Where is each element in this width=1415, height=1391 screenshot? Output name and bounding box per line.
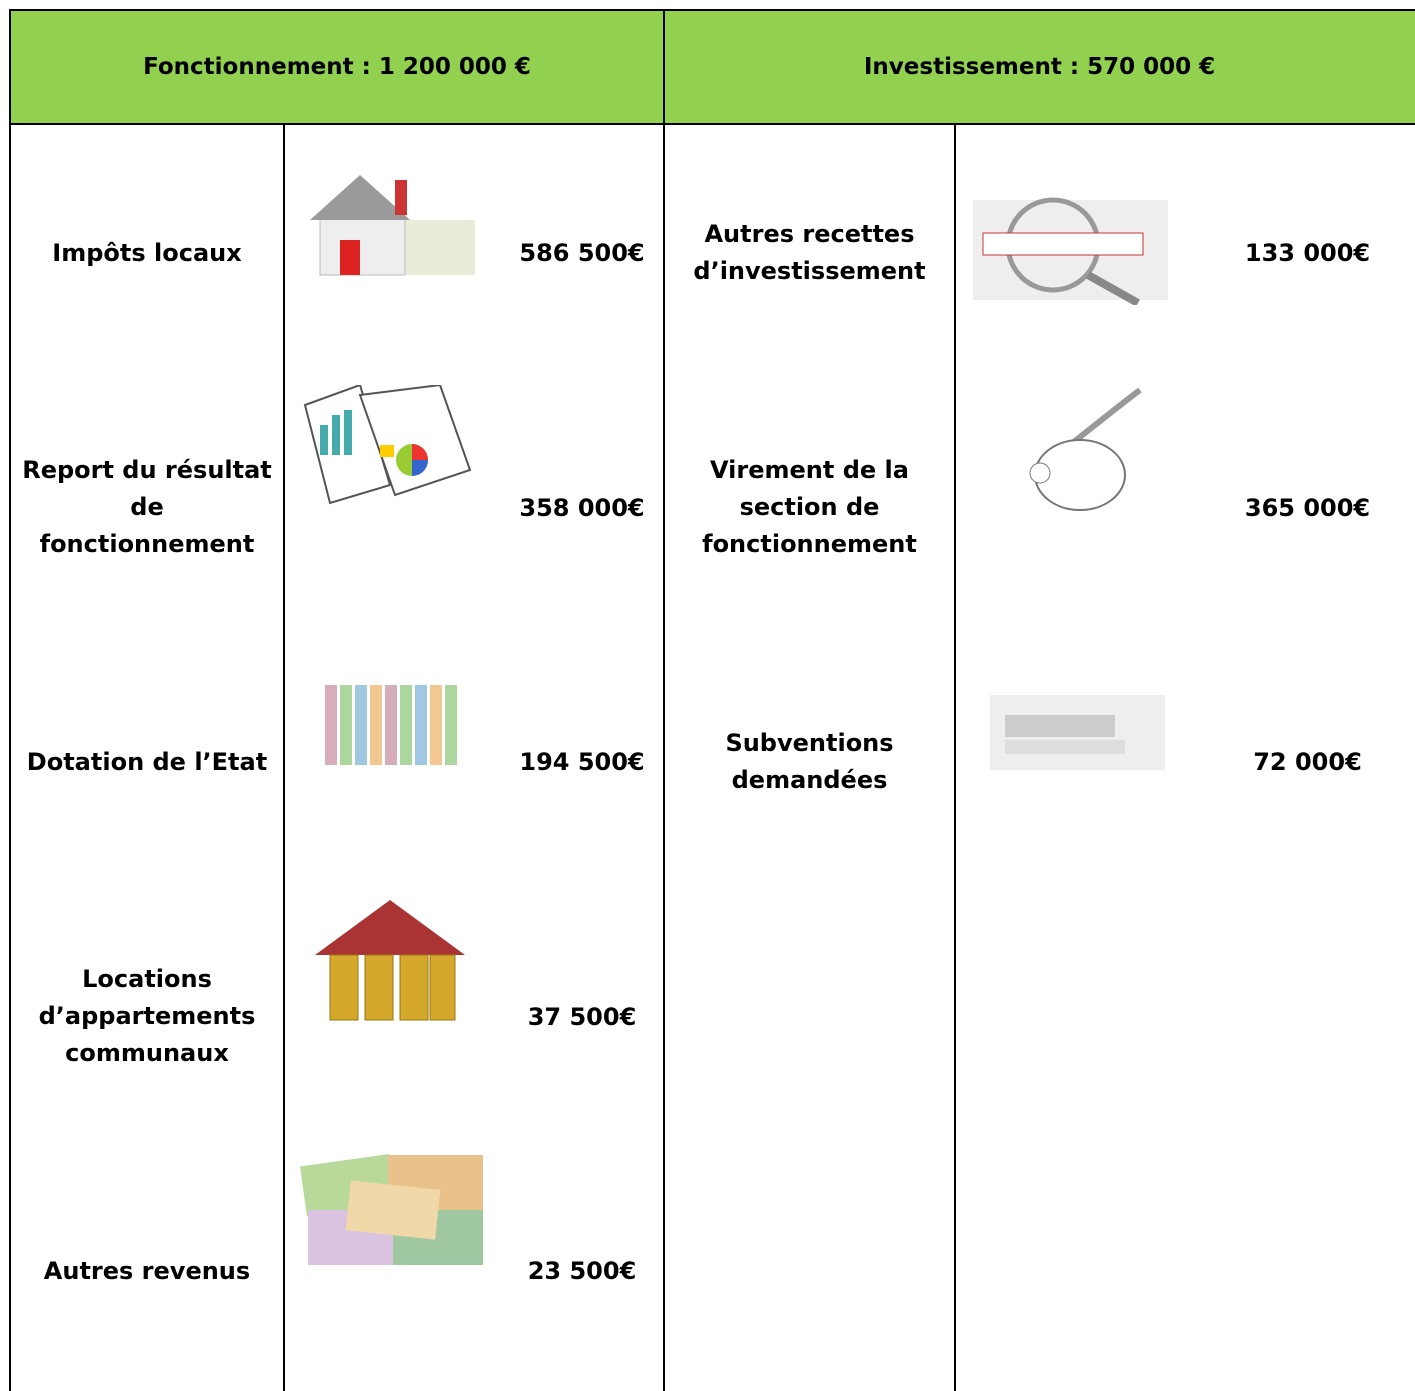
coin-house-icon bbox=[315, 900, 465, 1021]
border bbox=[283, 124, 285, 1391]
row-label: Report du résultat de fonctionnement bbox=[22, 456, 272, 559]
row-amount: 194 500€ bbox=[519, 748, 645, 777]
border bbox=[9, 9, 11, 1391]
header-bg bbox=[10, 10, 1415, 124]
piggy-icon bbox=[1029, 387, 1142, 511]
euro-notes-icon bbox=[299, 1153, 483, 1265]
subvention-icon bbox=[990, 695, 1165, 770]
border bbox=[10, 9, 1415, 11]
row-label: Dotation de l’Etat bbox=[26, 747, 268, 776]
banknotes-icon bbox=[325, 685, 457, 765]
header-investissement: Investissement : 570 000 € bbox=[863, 54, 1216, 80]
house-icon bbox=[310, 175, 475, 276]
row-amount: 72 000€ bbox=[1253, 748, 1362, 777]
row-amount: 365 000€ bbox=[1244, 493, 1371, 522]
row-amount: 358 000€ bbox=[519, 493, 645, 522]
border bbox=[663, 9, 665, 1391]
row-amount: 586 500€ bbox=[519, 239, 645, 268]
row-label: Autres recettes d’investissement bbox=[693, 220, 926, 286]
header-fonctionnement: Fonctionnement : 1 200 000 € bbox=[143, 54, 531, 80]
border bbox=[954, 124, 956, 1391]
border bbox=[10, 123, 1415, 125]
row-amount: 37 500€ bbox=[527, 1002, 637, 1031]
report-icon bbox=[303, 385, 472, 505]
row-amount: 23 500€ bbox=[527, 1257, 637, 1286]
investment-icon bbox=[973, 197, 1168, 305]
row-label: Autres revenus bbox=[43, 1256, 251, 1285]
row-label: Virement de la section de fonctionnement bbox=[702, 456, 917, 559]
row-label: Locations d’appartements communaux bbox=[38, 965, 256, 1068]
row-label: Impôts locaux bbox=[52, 238, 242, 267]
row-label: Subventions demandées bbox=[725, 729, 894, 795]
row-amount: 133 000€ bbox=[1244, 239, 1371, 268]
